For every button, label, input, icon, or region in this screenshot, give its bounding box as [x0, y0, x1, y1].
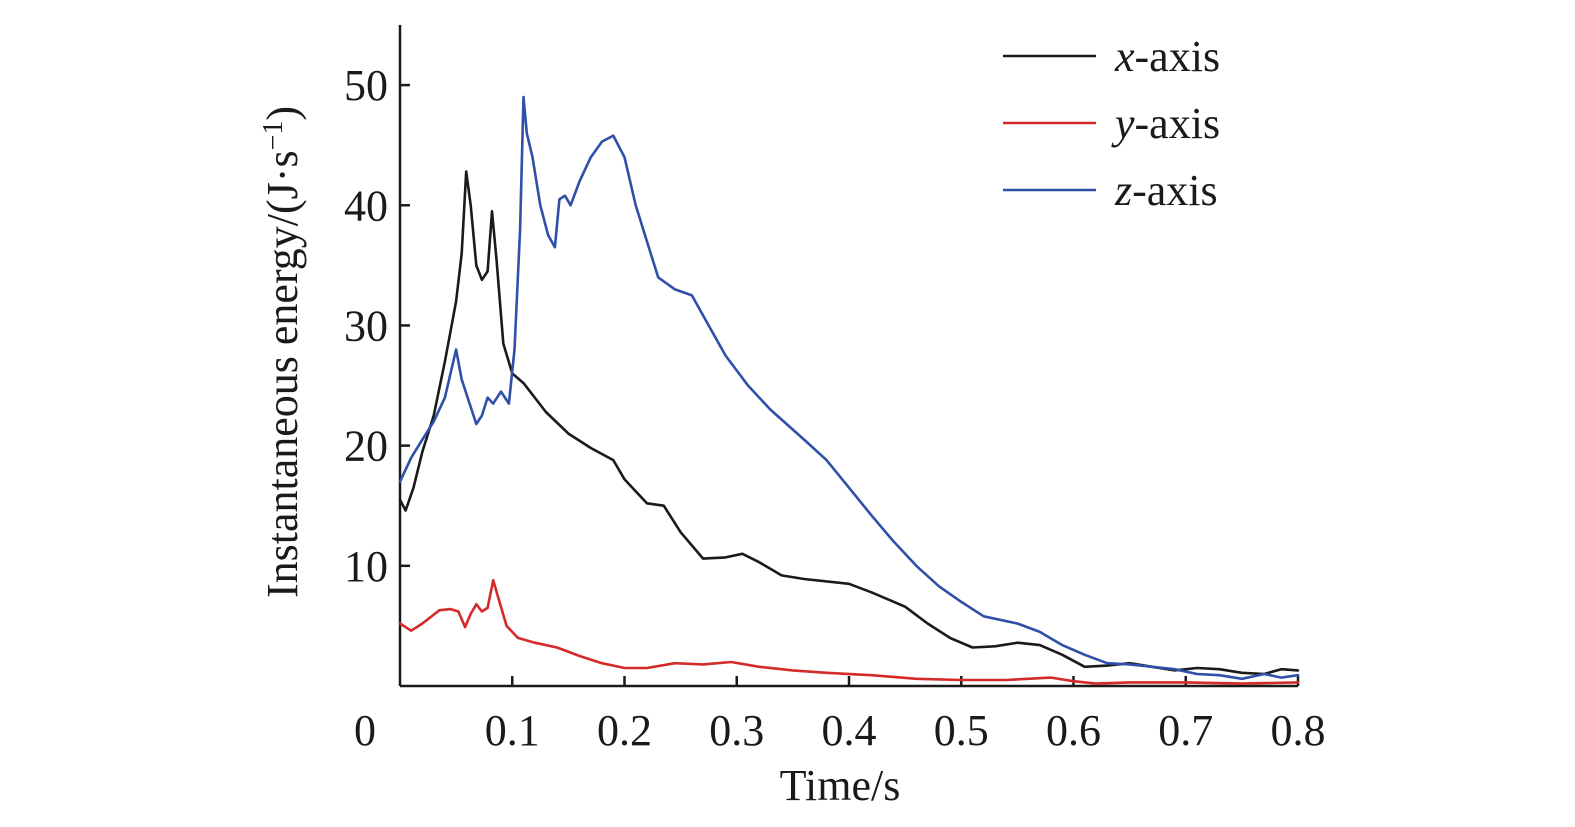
- axes: 10 20 30 40 50 0.1 0.2 0.3 0.4 0.5 0.6 0.7 0.8: [344, 25, 1326, 755]
- x-tick-label: 0.7: [1158, 706, 1213, 755]
- origin-tick-label: 0: [354, 706, 376, 755]
- y-tick-label: 20: [344, 422, 388, 471]
- x-tick-label: 0.2: [597, 706, 652, 755]
- series-line-z-axis: [398, 95, 1300, 681]
- y-tick-label: 40: [344, 181, 388, 230]
- x-tick-label: 0.1: [485, 706, 540, 755]
- x-tick-label: 0.4: [822, 706, 877, 755]
- x-tick-label: 0.6: [1046, 706, 1101, 755]
- y-axis-title: Instantaneous energy/(J·s−1): [258, 106, 308, 598]
- legend: x-axis y-axis z-axis: [1003, 32, 1220, 215]
- legend-label-x-axis: x-axis: [1114, 32, 1220, 81]
- x-axis-title: Time/s: [780, 761, 901, 810]
- y-tick-label: 10: [344, 542, 388, 591]
- series-line-y-axis: [398, 578, 1300, 685]
- y-axis-title-close: ): [258, 106, 307, 121]
- series-lines: [398, 95, 1300, 685]
- y-axis-title-exponent: −1: [258, 121, 289, 151]
- x-tick-label: 0.3: [709, 706, 764, 755]
- y-tick-label: 50: [344, 61, 388, 110]
- x-tick-label: 0.8: [1271, 706, 1326, 755]
- x-tick-label: 0.5: [934, 706, 989, 755]
- legend-label-y-axis: y-axis: [1111, 99, 1220, 148]
- y-tick-label: 30: [344, 301, 388, 350]
- series-line-x-axis: [398, 170, 1300, 676]
- y-axis-title-main: Instantaneous energy/(J·s: [258, 150, 307, 598]
- legend-label-z-axis: z-axis: [1114, 166, 1218, 215]
- y-ticks: 10 20 30 40 50: [344, 61, 410, 591]
- x-ticks: 0.1 0.2 0.3 0.4 0.5 0.6 0.7 0.8: [485, 676, 1326, 755]
